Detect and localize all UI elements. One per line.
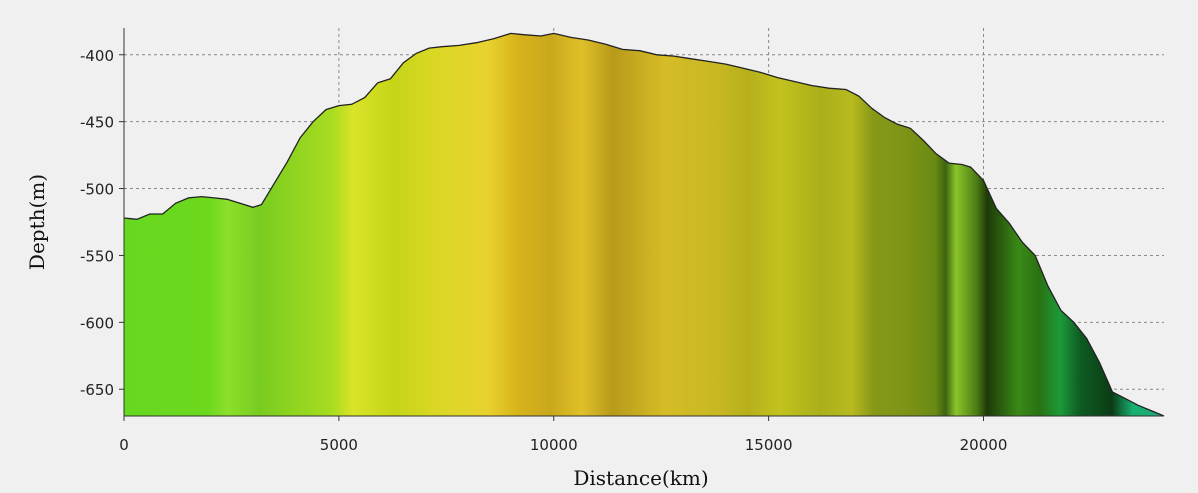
x-tick-label: 5000: [320, 436, 358, 454]
depth-profile-line: [123, 32, 1165, 417]
y-tick-labels: -400 -450 -500 -550 -600 -650: [80, 47, 124, 399]
y-tick-label: -500: [80, 181, 114, 199]
y-tick-label: -550: [80, 247, 114, 265]
x-axis-title: Distance(km): [573, 466, 708, 490]
x-tick-labels: 0 5000 10000 15000 20000: [119, 416, 1007, 454]
depth-area-fill: [124, 33, 1164, 417]
y-tick-label: -450: [80, 114, 114, 132]
x-tick-label: 0: [119, 436, 129, 454]
y-tick-label: -400: [80, 47, 114, 65]
x-tick-label: 15000: [745, 436, 793, 454]
y-tick-label: -600: [80, 314, 114, 332]
y-tick-label: -650: [80, 381, 114, 399]
x-tick-label: 20000: [960, 436, 1008, 454]
x-tick-label: 10000: [530, 436, 578, 454]
axes: [123, 28, 1164, 417]
y-axis-title: Depth(m): [25, 174, 49, 270]
